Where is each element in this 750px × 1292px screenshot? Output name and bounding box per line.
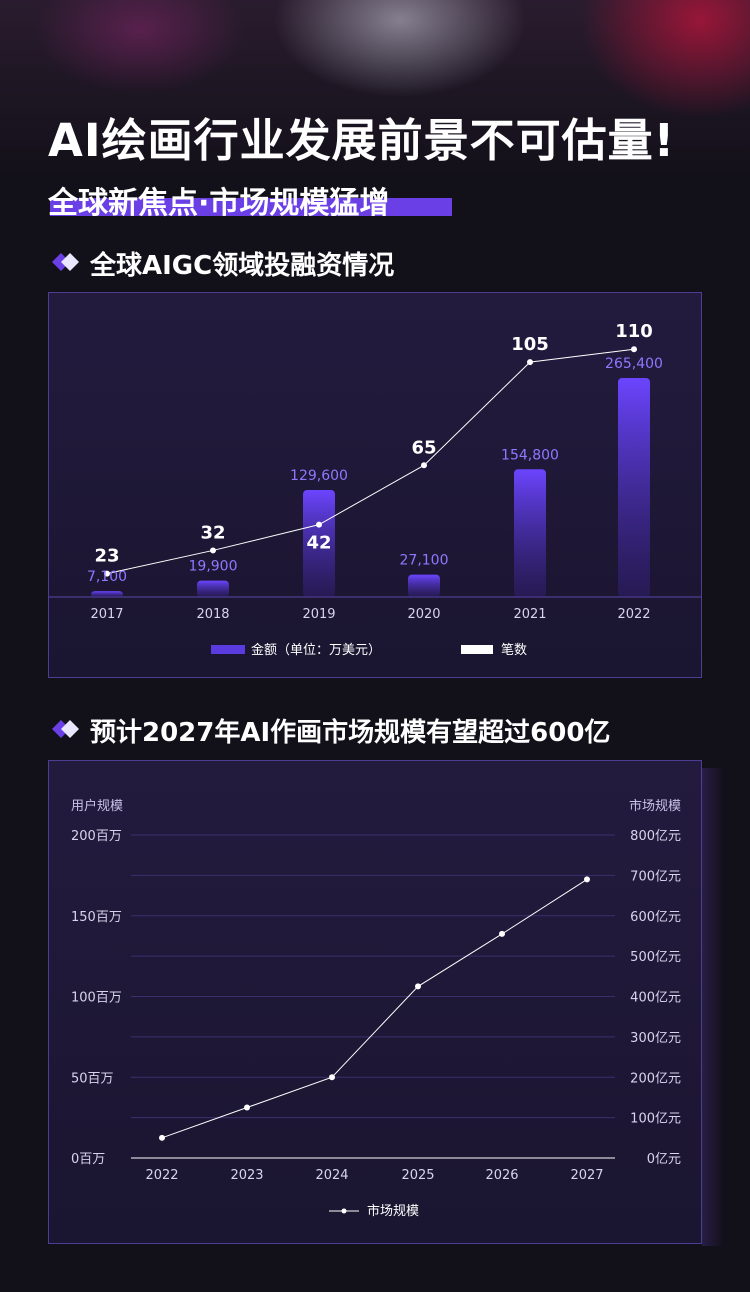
x-tick-label: 2020 (407, 607, 440, 622)
x-tick-label: 2022 (145, 1168, 178, 1183)
right-axis-title: 市场规模 (629, 798, 681, 814)
deal-count-point (631, 346, 637, 353)
x-tick-label: 2023 (230, 1168, 263, 1183)
deal-count-point (421, 462, 427, 469)
deal-count-label: 105 (511, 334, 549, 355)
deal-count-point (527, 359, 533, 366)
market-size-point (329, 1074, 335, 1081)
market-size-line (161, 878, 588, 1139)
left-tick-label: 0百万 (71, 1152, 105, 1167)
market-size-point (159, 1134, 165, 1141)
x-tick-label: 2019 (302, 607, 335, 622)
funding-value-label: 27,100 (400, 553, 449, 569)
funding-bar (91, 591, 123, 597)
funding-bar (514, 469, 546, 597)
legend-market-label: 市场规模 (367, 1203, 419, 1219)
subtitle-highlight (50, 198, 452, 216)
deal-count-line (106, 348, 635, 575)
funding-bar (303, 490, 335, 597)
x-tick-label: 2021 (513, 607, 546, 622)
subtitle: 全球新焦点·市场规模猛增 (48, 186, 390, 221)
market-size-point (244, 1104, 250, 1111)
deal-count-label: 110 (615, 321, 653, 342)
right-tick-label: 600亿元 (630, 910, 681, 925)
funding-bar (197, 580, 229, 597)
left-tick-label: 100百万 (71, 991, 122, 1006)
legend-bar-label: 金额（单位：万美元） (251, 642, 381, 658)
x-tick-label: 2026 (485, 1168, 518, 1183)
panel-shadow (702, 768, 724, 1246)
funding-value-label: 129,600 (290, 468, 348, 484)
funding-chart-panel: 7,100 19,900 129,600 27,100 154,800 265,400 23… (48, 292, 702, 678)
x-tick-label: 2025 (401, 1168, 434, 1183)
x-tick-label: 2024 (315, 1168, 348, 1183)
right-tick-label: 500亿元 (630, 950, 681, 965)
legend-line-marker (341, 1208, 347, 1214)
deal-count-point (210, 547, 216, 554)
deal-count-label: 42 (306, 533, 331, 554)
legend-bar-swatch (211, 645, 245, 654)
right-tick-label: 400亿元 (630, 991, 681, 1006)
legend-line-swatch (461, 645, 493, 654)
section2-title: 预计2027年AI作画市场规模有望超过600亿 (90, 718, 611, 748)
deal-count-label: 65 (411, 437, 436, 458)
deal-count-label: 23 (94, 546, 119, 567)
funding-bar (408, 574, 440, 597)
right-tick-label: 300亿元 (630, 1031, 681, 1046)
left-tick-label: 50百万 (71, 1071, 114, 1086)
x-tick-label: 2018 (196, 607, 229, 622)
market-size-point (415, 983, 421, 990)
main-title: AI绘画行业发展前景不可估量! (48, 114, 676, 167)
market-chart: 0亿元 100亿元 200亿元 300亿元 400亿元 500亿元 600亿元 700亿元 80… (71, 798, 681, 1219)
funding-value-label: 7,100 (87, 569, 127, 585)
deal-count-point (316, 521, 322, 528)
legend-line-label: 笔数 (501, 642, 527, 658)
left-tick-label: 150百万 (71, 910, 122, 925)
x-tick-label: 2027 (570, 1168, 603, 1183)
deal-count-point (104, 570, 110, 577)
x-tick-label: 2017 (90, 607, 123, 622)
right-tick-label: 700亿元 (630, 869, 681, 884)
left-axis-title: 用户规模 (71, 798, 123, 814)
funding-value-label: 19,900 (189, 559, 238, 575)
diamond-icon (52, 253, 79, 271)
section1-title: 全球AIGC领域投融资情况 (90, 251, 395, 281)
left-tick-label: 200百万 (71, 829, 122, 844)
market-chart-panel: 0亿元 100亿元 200亿元 300亿元 400亿元 500亿元 600亿元 700亿元 80… (48, 760, 702, 1244)
right-tick-label: 200亿元 (630, 1071, 681, 1086)
funding-value-label: 265,400 (605, 356, 663, 372)
funding-chart: 7,100 19,900 129,600 27,100 154,800 265,400 23… (49, 321, 701, 658)
x-tick-label: 2022 (617, 607, 650, 622)
market-size-point (499, 930, 505, 937)
funding-bar (618, 378, 650, 597)
diamond-icon (52, 720, 79, 738)
funding-value-label: 154,800 (501, 447, 559, 463)
deal-count-label: 32 (200, 522, 225, 543)
market-size-point (584, 876, 590, 883)
right-tick-label: 100亿元 (630, 1112, 681, 1127)
right-tick-label: 0亿元 (647, 1152, 681, 1167)
right-tick-label: 800亿元 (630, 829, 681, 844)
